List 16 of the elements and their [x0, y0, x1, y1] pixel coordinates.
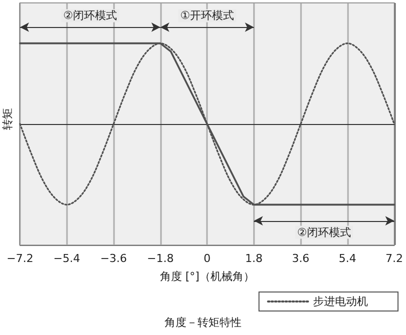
band-label: ②闭环模式 — [297, 226, 352, 239]
legend-label: 步进电动机 — [313, 295, 368, 308]
y-axis-title: 转矩 — [1, 108, 14, 130]
band-label: ②闭环模式 — [63, 9, 118, 22]
x-tick-label: 3.6 — [292, 252, 310, 265]
x-axis-title: 角度 [°]（机械角） — [160, 270, 254, 283]
band-label: ①开环模式 — [180, 9, 234, 22]
x-tick-label: −1.8 — [146, 252, 174, 265]
x-tick-label: 1.8 — [245, 252, 263, 265]
x-tick-label: 7.2 — [386, 252, 404, 265]
text: 角度－转矩特性 — [164, 316, 242, 329]
x-tick-label: 5.4 — [338, 252, 356, 265]
x-tick-label: 0 — [204, 252, 211, 265]
x-tick-label: −5.4 — [53, 252, 80, 265]
x-tick-label: −3.6 — [100, 252, 127, 265]
x-tick-label: −7.2 — [6, 252, 34, 265]
